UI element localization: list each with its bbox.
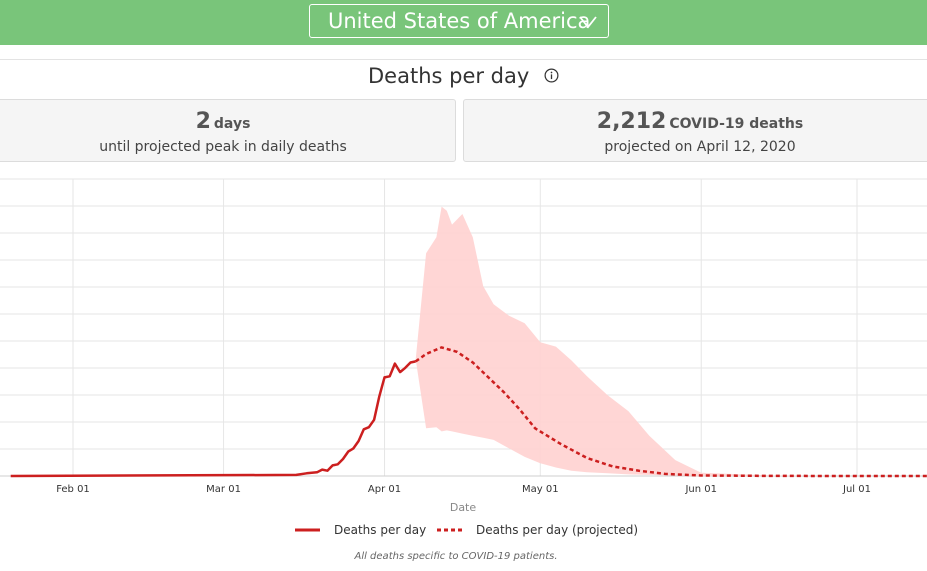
x-tick-label: Jun 01 xyxy=(684,484,717,495)
days-to-peak-unit: days xyxy=(213,116,251,132)
deaths-chart: Feb 01 Mar 01 Apr 01 May 01 Jun 01 Jul 01 Dat… xyxy=(0,178,927,562)
legend: Deaths per day Deaths per day (projected… xyxy=(295,523,638,537)
x-tick-label: Jul 01 xyxy=(842,484,871,495)
chart-title-text: Deaths per day xyxy=(368,64,530,88)
series-line-deaths-per-day xyxy=(10,360,416,478)
header-bar: United States of America xyxy=(0,0,927,45)
info-icon[interactable] xyxy=(544,68,559,83)
peak-deaths-card: 2,212 COVID-19 deaths projected on April … xyxy=(463,99,927,162)
x-tick-label: Apr 01 xyxy=(368,484,401,495)
chart-footnote: All deaths specific to COVID-19 patients… xyxy=(353,551,557,562)
projection-uncertainty-band xyxy=(415,206,927,476)
days-to-peak-caption: until projected peak in daily deaths xyxy=(99,139,347,155)
legend-label-projected: Deaths per day (projected) xyxy=(476,523,638,537)
legend-label-actual: Deaths per day xyxy=(334,523,426,537)
x-tick-label: Mar 01 xyxy=(206,484,241,495)
chart-title: Deaths per day xyxy=(0,64,927,88)
days-to-peak-value: 2 xyxy=(195,109,211,134)
peak-deaths-unit: COVID-19 deaths xyxy=(669,116,804,132)
country-select-label: United States of America xyxy=(328,9,591,33)
days-to-peak-card: 2 days until projected peak in daily deat… xyxy=(0,99,456,162)
x-tick-label: Feb 01 xyxy=(56,484,90,495)
x-axis-ticks: Feb 01 Mar 01 Apr 01 May 01 Jun 01 Jul 01 xyxy=(56,484,871,495)
country-select[interactable]: United States of America xyxy=(309,4,609,38)
x-axis-title: Date xyxy=(450,501,477,514)
chevron-down-icon xyxy=(579,16,597,29)
peak-deaths-value: 2,212 xyxy=(596,109,667,134)
peak-deaths-caption: projected on April 12, 2020 xyxy=(604,139,796,155)
section-divider xyxy=(0,59,927,60)
x-tick-label: May 01 xyxy=(522,484,559,495)
series-line-deaths-per-day-projected xyxy=(414,346,927,478)
